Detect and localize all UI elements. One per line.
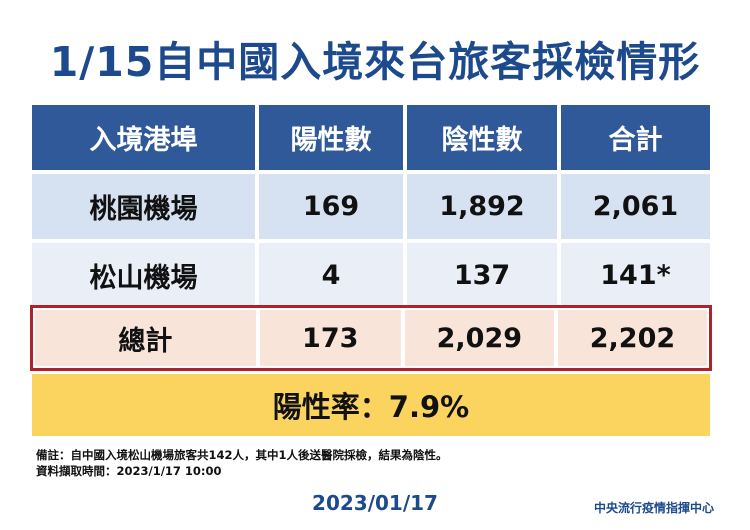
total-label: 總計 <box>35 310 256 366</box>
row-positive: 169 <box>259 174 403 239</box>
row-port: 桃園機場 <box>32 174 255 239</box>
table-row: 桃園機場 169 1,892 2,061 <box>32 174 710 239</box>
report-date: 2023/01/17 <box>312 491 438 515</box>
table-header-row: 入境港埠 陽性數 陰性數 合計 <box>32 105 710 170</box>
row-total: 141* <box>561 243 710 308</box>
row-port: 松山機場 <box>32 243 255 308</box>
table-row: 松山機場 4 137 141* <box>32 243 710 308</box>
row-positive: 4 <box>259 243 403 308</box>
header-negative: 陰性數 <box>407 105 557 170</box>
total-row: 總計 173 2,029 2,202 <box>30 305 712 371</box>
row-negative: 137 <box>407 243 557 308</box>
row-negative: 1,892 <box>407 174 557 239</box>
statistics-table: 入境港埠 陽性數 陰性數 合計 桃園機場 169 1,892 2,061 松山機… <box>32 105 710 312</box>
total-positive: 173 <box>259 310 401 366</box>
organization-name: 中央流行疫情指揮中心 <box>593 501 714 515</box>
page-title: 1/15自中國入境來台旅客採檢情形 <box>49 38 701 86</box>
header-positive: 陽性數 <box>259 105 403 170</box>
total-sum: 2,202 <box>557 310 707 366</box>
header-total: 合計 <box>561 105 710 170</box>
header-port: 入境港埠 <box>32 105 255 170</box>
data-time-note: 資料擷取時間：2023/1/17 10:00 <box>36 464 222 478</box>
positive-rate-banner: 陽性率：7.9% <box>32 374 710 436</box>
total-negative: 2,029 <box>404 310 554 366</box>
row-total: 2,061 <box>561 174 710 239</box>
remark-note: 備註：自中國入境松山機場旅客共142人，其中1人後送醫院採檢，結果為陰性。 <box>36 448 448 462</box>
